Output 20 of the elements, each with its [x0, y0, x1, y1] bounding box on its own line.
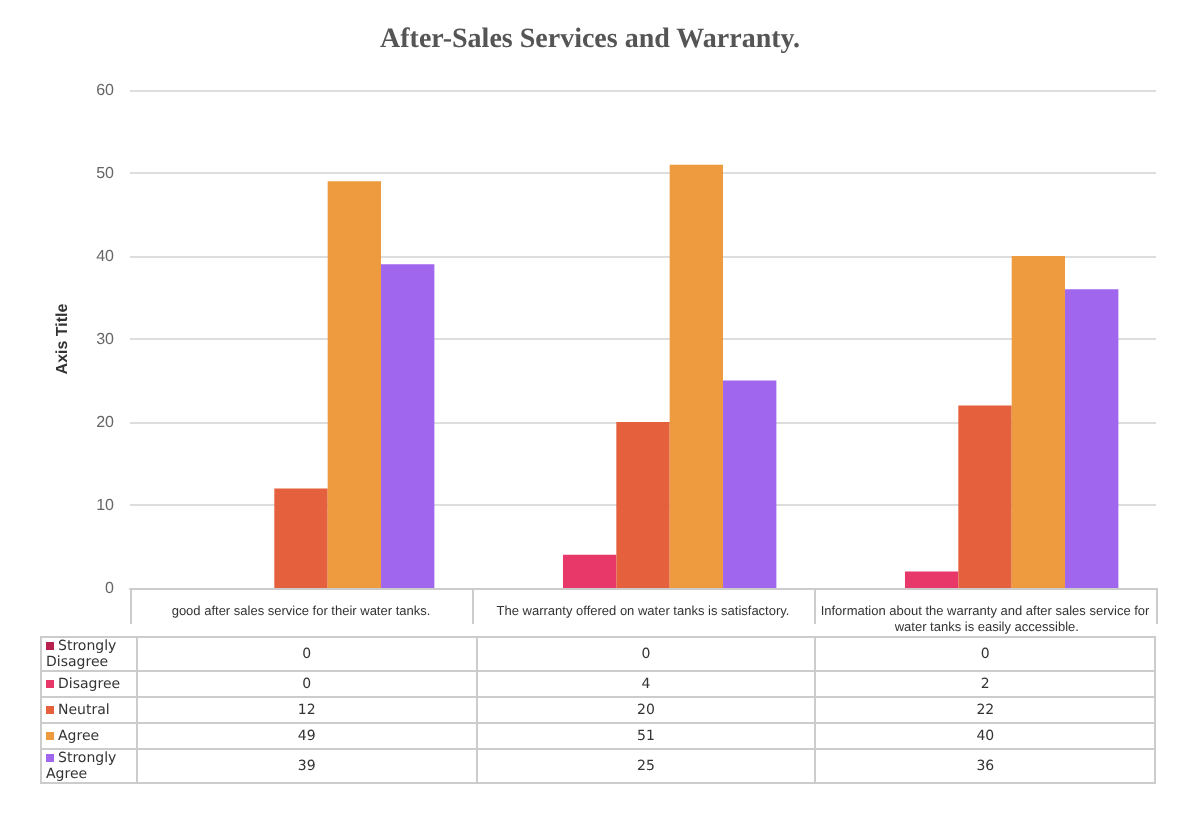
y-axis-title: Axis Title — [53, 302, 71, 375]
y-tick-label: 30 — [96, 330, 116, 348]
bar — [669, 164, 724, 588]
y-tick-label: 0 — [105, 579, 116, 597]
y-tick-label: 20 — [96, 413, 116, 431]
bar — [616, 422, 670, 588]
bar — [1011, 256, 1066, 588]
bar — [904, 571, 959, 588]
bar — [327, 181, 382, 588]
chart-title: After-Sales Services and Warranty. — [380, 25, 800, 55]
bar — [723, 380, 777, 588]
y-tick-label: 40 — [96, 247, 116, 265]
bar — [1065, 289, 1119, 588]
y-tick-label: 50 — [96, 164, 116, 182]
bar — [562, 554, 617, 588]
bar — [274, 488, 328, 588]
bar — [381, 264, 435, 588]
y-tick-label: 60 — [96, 81, 116, 99]
y-tick-label: 10 — [96, 496, 116, 514]
bar — [958, 405, 1012, 588]
